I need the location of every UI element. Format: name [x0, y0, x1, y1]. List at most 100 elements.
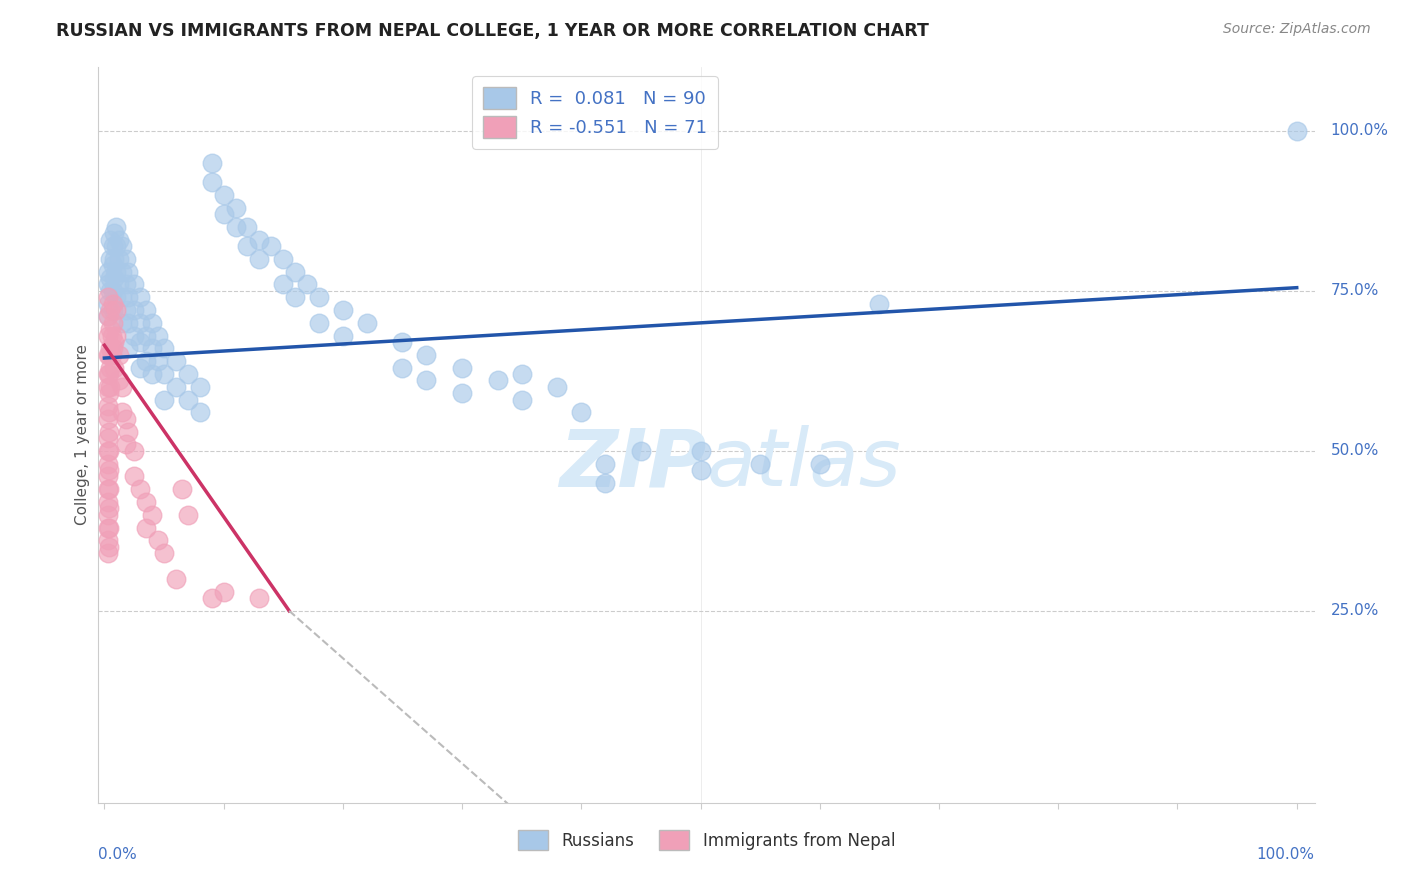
Point — [97, 290, 120, 304]
Point — [97, 546, 120, 560]
Point — [100, 348, 122, 362]
Point — [98, 501, 121, 516]
Point — [284, 265, 307, 279]
Point — [308, 290, 330, 304]
Point — [115, 277, 138, 292]
Point — [117, 342, 139, 356]
Point — [98, 252, 121, 266]
Point — [98, 386, 121, 401]
Point — [98, 482, 121, 496]
Point — [129, 334, 152, 349]
Point — [153, 342, 176, 356]
Point — [98, 348, 121, 362]
Point — [247, 252, 270, 266]
Point — [153, 392, 176, 407]
Point — [129, 316, 152, 330]
Point — [332, 303, 354, 318]
Point — [165, 354, 187, 368]
Point — [98, 342, 121, 356]
Point — [111, 265, 134, 279]
Point — [689, 443, 711, 458]
Point — [111, 380, 134, 394]
Point — [98, 303, 121, 318]
Point — [98, 367, 121, 381]
Point — [117, 425, 139, 439]
Point — [98, 521, 121, 535]
Point — [97, 348, 120, 362]
Point — [247, 591, 270, 605]
Point — [284, 290, 307, 304]
Point — [115, 303, 138, 318]
Point — [101, 303, 124, 318]
Point — [107, 252, 129, 266]
Point — [97, 399, 120, 413]
Point — [451, 386, 474, 401]
Point — [107, 233, 129, 247]
Point — [98, 322, 121, 336]
Point — [111, 239, 134, 253]
Point — [98, 405, 121, 419]
Point — [122, 469, 145, 483]
Point — [146, 328, 169, 343]
Point — [122, 443, 145, 458]
Point — [129, 290, 152, 304]
Point — [98, 463, 121, 477]
Point — [141, 508, 163, 522]
Point — [101, 316, 124, 330]
Point — [1285, 124, 1308, 138]
Point — [98, 284, 121, 298]
Point — [593, 457, 616, 471]
Point — [808, 457, 831, 471]
Point — [101, 296, 124, 310]
Point — [105, 303, 128, 318]
Point — [141, 316, 163, 330]
Point — [689, 463, 711, 477]
Text: Source: ZipAtlas.com: Source: ZipAtlas.com — [1223, 22, 1371, 37]
Point — [415, 348, 437, 362]
Text: 25.0%: 25.0% — [1330, 603, 1379, 618]
Point — [225, 219, 247, 234]
Point — [510, 367, 533, 381]
Point — [105, 290, 128, 304]
Point — [97, 310, 120, 324]
Point — [98, 540, 121, 554]
Point — [141, 342, 163, 356]
Point — [115, 412, 138, 426]
Point — [105, 239, 128, 253]
Point — [105, 328, 128, 343]
Point — [486, 374, 509, 388]
Point — [188, 405, 211, 419]
Point — [97, 443, 120, 458]
Point — [115, 252, 138, 266]
Point — [165, 380, 187, 394]
Point — [356, 316, 378, 330]
Point — [510, 392, 533, 407]
Point — [111, 405, 134, 419]
Point — [97, 265, 120, 279]
Point — [271, 252, 294, 266]
Point — [97, 457, 120, 471]
Point — [98, 380, 121, 394]
Point — [105, 219, 128, 234]
Point — [101, 342, 124, 356]
Point — [135, 303, 157, 318]
Point — [129, 360, 152, 375]
Point — [391, 360, 413, 375]
Point — [593, 475, 616, 490]
Point — [569, 405, 592, 419]
Point — [105, 265, 128, 279]
Legend: Russians, Immigrants from Nepal: Russians, Immigrants from Nepal — [512, 823, 901, 857]
Point — [97, 482, 120, 496]
Text: ZIP: ZIP — [560, 425, 707, 503]
Text: 0.0%: 0.0% — [98, 847, 138, 862]
Point — [177, 367, 200, 381]
Point — [97, 469, 120, 483]
Point — [153, 546, 176, 560]
Point — [111, 290, 134, 304]
Point — [122, 328, 145, 343]
Point — [98, 443, 121, 458]
Point — [135, 521, 157, 535]
Point — [247, 233, 270, 247]
Point — [868, 296, 890, 310]
Point — [103, 360, 125, 375]
